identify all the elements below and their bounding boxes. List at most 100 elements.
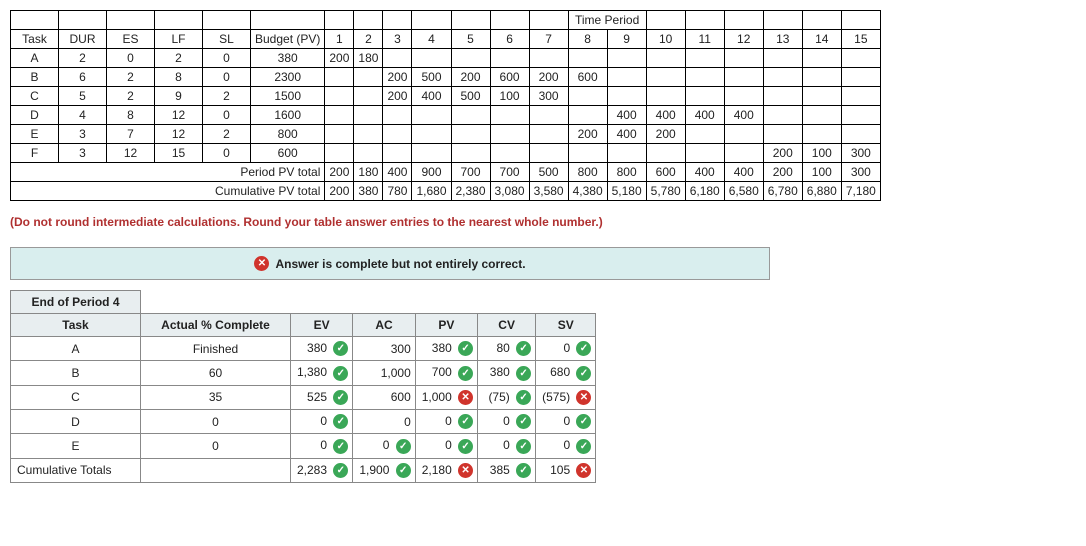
pv-cell [354, 68, 383, 87]
pv-cell [802, 106, 841, 125]
check-icon: ✓ [516, 439, 531, 454]
pv-cell [568, 144, 607, 163]
pv-task-row: C52921500200400500100300 [11, 87, 881, 106]
period-total-cell: 400 [724, 163, 763, 182]
pv-cell: 4 [59, 106, 107, 125]
pv-cell: 600 [251, 144, 325, 163]
pv-cell [646, 144, 685, 163]
check-icon: ✓ [516, 463, 531, 478]
pv-cell [841, 49, 880, 68]
check-icon: ✓ [458, 341, 473, 356]
pv-cell: 400 [724, 106, 763, 125]
pv-header-cell: SL [203, 30, 251, 49]
pv-cell [325, 106, 354, 125]
pv-cell: 3 [59, 125, 107, 144]
pv-cell: 9 [155, 87, 203, 106]
pv-header-cell: 2 [354, 30, 383, 49]
ev-task-cell: C [11, 385, 141, 409]
pv-cell [568, 106, 607, 125]
pv-cell: 500 [451, 87, 490, 106]
pv-cell [529, 125, 568, 144]
x-icon: ✕ [458, 390, 473, 405]
check-icon: ✓ [576, 439, 591, 454]
pv-task-row: D481201600400400400400 [11, 106, 881, 125]
pv-cell: E [11, 125, 59, 144]
pv-cell: 3 [59, 144, 107, 163]
ev-value-cell: 0 ✓ [291, 409, 353, 433]
pv-cell [763, 125, 802, 144]
ev-value-cell: 2,283 ✓ [291, 458, 353, 482]
feedback-banner: ✕ Answer is complete but not entirely co… [10, 247, 770, 280]
pv-cell [529, 49, 568, 68]
pv-header-cell: Task [11, 30, 59, 49]
ev-value-cell: 680 ✓ [536, 361, 596, 385]
pv-header-cell: ES [107, 30, 155, 49]
ev-column-header: EV [291, 314, 353, 337]
cumulative-total-cell: 1,680 [412, 182, 451, 201]
check-icon: ✓ [333, 463, 348, 478]
pv-cell: 500 [412, 68, 451, 87]
pv-cell: 200 [383, 87, 412, 106]
pv-cell: 12 [107, 144, 155, 163]
pv-cell: 2 [203, 87, 251, 106]
pv-cell [325, 68, 354, 87]
pv-cell [412, 144, 451, 163]
pv-cell: 12 [155, 125, 203, 144]
check-icon: ✓ [333, 390, 348, 405]
pv-cell: 600 [568, 68, 607, 87]
pv-header-cell: LF [155, 30, 203, 49]
pv-cell [646, 68, 685, 87]
period-total-cell: 500 [529, 163, 568, 182]
cumulative-total-cell: 3,580 [529, 182, 568, 201]
ev-value-cell: 700 ✓ [415, 361, 477, 385]
check-icon: ✓ [576, 366, 591, 381]
check-icon: ✓ [333, 366, 348, 381]
pv-cell [490, 49, 529, 68]
cumulative-total-label: Cumulative PV total [11, 182, 325, 201]
pv-header-cell: 7 [529, 30, 568, 49]
pv-cell [354, 125, 383, 144]
ev-value-cell: 1,380 ✓ [291, 361, 353, 385]
pv-cell [490, 144, 529, 163]
pv-cell: 0 [203, 49, 251, 68]
ev-actual-cell: 0 [141, 434, 291, 458]
ev-actual-cell: 60 [141, 361, 291, 385]
pv-cell: 0 [203, 106, 251, 125]
pv-cell [383, 125, 412, 144]
x-icon: ✕ [576, 463, 591, 478]
pv-header-cell: 12 [724, 30, 763, 49]
pv-cell: 2300 [251, 68, 325, 87]
pv-cell [841, 68, 880, 87]
instruction-text: (Do not round intermediate calculations.… [10, 215, 1076, 229]
ev-value-cell: 0 ✓ [291, 434, 353, 458]
ev-value-cell: 0 ✓ [536, 337, 596, 361]
ev-row: AFinished380 ✓300380 ✓80 ✓0 ✓ [11, 337, 596, 361]
pv-cell [763, 106, 802, 125]
pv-cell: 380 [251, 49, 325, 68]
pv-cell: 15 [155, 144, 203, 163]
pv-cell [383, 49, 412, 68]
pv-header-cell: 9 [607, 30, 646, 49]
ev-value-cell: 525 ✓ [291, 385, 353, 409]
pv-cell: 5 [59, 87, 107, 106]
pv-cell: 400 [685, 106, 724, 125]
cumulative-total-cell: 7,180 [841, 182, 880, 201]
banner-text: Answer is complete but not entirely corr… [275, 257, 525, 271]
ev-column-header: PV [415, 314, 477, 337]
pv-cell: 200 [325, 49, 354, 68]
x-icon: ✕ [576, 390, 591, 405]
ev-actual-cell: 0 [141, 409, 291, 433]
pv-cell [568, 87, 607, 106]
pv-cell [383, 106, 412, 125]
pv-cell: 200 [383, 68, 412, 87]
pv-cell [763, 49, 802, 68]
pv-header-cell: 1 [325, 30, 354, 49]
pv-cell: 2 [155, 49, 203, 68]
pv-cell: 800 [251, 125, 325, 144]
ev-value-cell: 1,000 ✕ [415, 385, 477, 409]
pv-cell: 100 [490, 87, 529, 106]
check-icon: ✓ [333, 341, 348, 356]
pv-cell [412, 49, 451, 68]
period-total-cell: 180 [354, 163, 383, 182]
pv-cell: 400 [607, 125, 646, 144]
